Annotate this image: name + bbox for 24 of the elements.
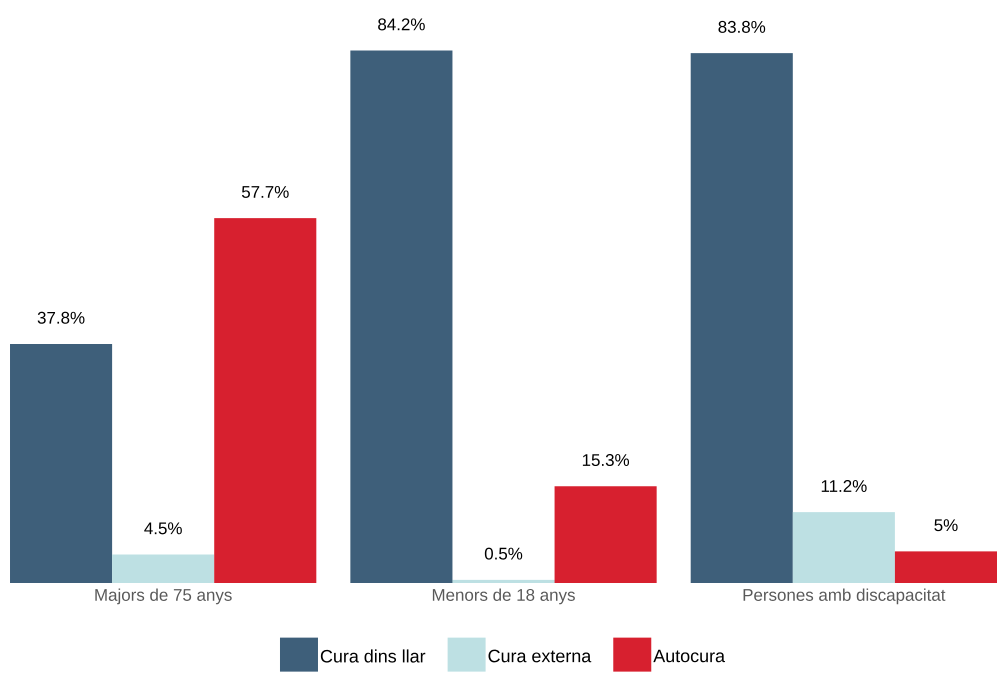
data-label: 83.8% [718,20,766,33]
data-label: 4.5% [144,522,182,534]
data-label: 15.3% [582,454,630,466]
bar [452,580,555,583]
data-label: 11.2% [822,480,867,492]
legend-label: Autocura [653,650,726,662]
bar [792,512,895,583]
x-tick-label: Persones amb discapacitat [744,588,946,604]
data-label: 57.7% [242,186,289,198]
bar [350,50,452,583]
bar [112,554,214,583]
x-tick-label: Majors de 75 anys [95,588,232,604]
data-label: 37.8% [38,312,84,324]
legend-label: Cura dins llar [320,649,426,663]
data-label: 5% [934,519,958,532]
data-label: 0.5% [484,548,522,560]
bar [214,218,316,583]
data-label: 84.2% [378,18,425,30]
bar [894,551,997,583]
bar [690,53,793,583]
bar [554,486,657,583]
x-tick-label: Menors de 18 anys [432,588,575,604]
legend-label: Cura externa [488,650,592,662]
bar [10,344,112,583]
